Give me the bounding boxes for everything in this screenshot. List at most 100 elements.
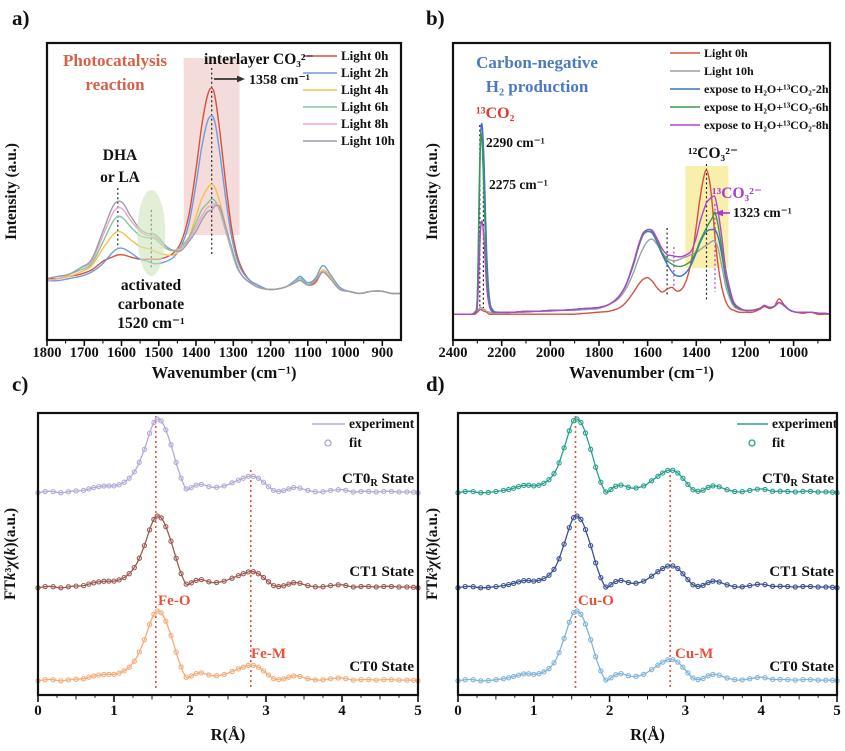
legend-label: fit (772, 435, 785, 450)
x-tick-label: 1600 (107, 345, 136, 361)
trace-CT1 State (455, 513, 840, 591)
legend-swatch (324, 439, 332, 447)
bond-label: Fe-M (251, 646, 286, 662)
panel-c-chart: CT0R State CT1 State CT0 State Fe-O Fe-M expe… (2, 411, 422, 744)
state-label: CT1 State (349, 564, 414, 580)
x-tick-label: 1600 (633, 345, 662, 361)
x-tick-label: 1000 (779, 345, 808, 361)
panel-d-label: d) (426, 372, 445, 396)
annotation-2290: 2290 cm⁻¹ (486, 135, 545, 150)
annotation-interlayer: interlayer CO₃²⁻ (204, 51, 314, 68)
x-tick-label: 5 (833, 703, 841, 719)
y-axis-label: Intensity (a.u.) (3, 143, 20, 240)
x-tick-label: 4 (757, 703, 765, 719)
x-tick-label: 1200 (256, 345, 285, 361)
x-axis-label: Wavenumber (cm⁻¹) (152, 363, 297, 382)
panel-d-chart: CT0R State CT1 State CT0 State Cu-O Cu-M expe… (424, 411, 841, 744)
y-axis-label: FTk³χ(k)(a.u.) (2, 508, 19, 600)
legend-label: Light 8h (341, 116, 389, 131)
x-tick-label: 0 (454, 703, 462, 719)
annotation-13co2: ¹³CO₂ (476, 105, 515, 122)
series-Light 10h (453, 238, 831, 316)
legend-label: Light 4h (341, 82, 389, 97)
x-tick-label: 1500 (144, 345, 173, 361)
panel-b: Carbon-negative H₂ production Light 0h Ligh… (422, 0, 845, 390)
panel-title: reaction (85, 75, 145, 94)
legend-label: Light 0h (704, 46, 748, 60)
x-axis-label: R(Å) (211, 725, 246, 744)
series-expose to H₂O+¹³CO₂-6h (453, 132, 831, 316)
x-axis-label: Wavenumber (cm⁻¹) (569, 363, 714, 382)
x-tick-label: 4 (338, 703, 346, 719)
spectra-series (453, 122, 831, 316)
series-expose to H₂O+¹³CO₂-8h (453, 195, 831, 315)
legend-label: Light 10h (704, 64, 754, 78)
bond-label: Fe-O (158, 593, 190, 609)
x-tick-label: 2200 (487, 345, 516, 361)
annotation-activated: 1520 cm⁻¹ (117, 315, 185, 332)
panel-a: Photocatalysis reaction Light 0h Light 2h Li… (0, 0, 422, 390)
ellipse-highlight (137, 190, 166, 276)
panel-a-label: a) (12, 6, 30, 30)
state-label: CT1 State (769, 564, 834, 580)
x-tick-label: 1400 (182, 345, 211, 361)
x-tick-label: 1300 (219, 345, 248, 361)
legend-label: Light 6h (341, 99, 389, 114)
x-tick-label: 3 (682, 703, 690, 719)
annotation-activated: activated (121, 277, 182, 294)
arrow-right-icon (237, 75, 245, 83)
x-axis-label: R(Å) (630, 725, 665, 744)
spectra-series (46, 87, 402, 295)
panel-b-chart: Carbon-negative H₂ production Light 0h Ligh… (424, 41, 832, 382)
legend-label: expose to H₂O+¹³CO₂-8h (704, 118, 829, 132)
panel-a-chart: Photocatalysis reaction Light 0h Light 2h Li… (3, 41, 403, 382)
series-Light 2h (46, 115, 402, 295)
y-axis-label: Intensity (a.u.) (424, 143, 441, 240)
legend-label: Light 2h (341, 65, 389, 80)
x-tick-label: 900 (371, 345, 393, 361)
x-tick-label: 1 (110, 703, 118, 719)
annotation-1358: 1358 cm⁻¹ (249, 73, 310, 88)
series-Light 4h (46, 183, 402, 295)
panel-title: Photocatalysis (63, 51, 167, 70)
annotation-dha: DHA (103, 147, 138, 164)
trace-CT0 State (35, 608, 421, 684)
x-tick-label: 5 (414, 703, 422, 719)
x-tick-label: 1800 (584, 345, 613, 361)
legend-swatch (748, 439, 756, 447)
x-tick-label: 0 (34, 703, 42, 719)
y-axis-label: FTk³χ(k)(a.u.) (424, 508, 441, 600)
bond-label: Cu-O (578, 593, 614, 609)
x-tick-label: 1 (530, 703, 538, 719)
x-tick-label: 1400 (682, 345, 711, 361)
annotation-1323: 1323 cm⁻¹ (733, 205, 792, 220)
trace-CT0_R State (35, 416, 421, 496)
arrow-left-icon (715, 209, 723, 217)
x-tick-label: 1100 (294, 345, 322, 361)
annotation-activated: carbonate (118, 296, 184, 313)
x-tick-label: 2 (606, 703, 614, 719)
state-label: CT0R State (762, 471, 834, 489)
legend-label: experiment (772, 416, 838, 431)
legend-label: Light 0h (341, 48, 389, 63)
trace-CT1 State (35, 513, 421, 591)
legend-label: experiment (349, 416, 415, 431)
trace-CT0_R State (455, 416, 840, 496)
panel-title: H₂ production (486, 77, 589, 96)
state-label: CT0 State (349, 659, 414, 675)
annotation-13co3: ¹³CO₃²⁻ (712, 185, 762, 202)
x-tick-label: 1000 (331, 345, 360, 361)
legend-label: fit (349, 435, 362, 450)
x-tick-label: 2000 (536, 345, 565, 361)
panel-c-label: c) (12, 372, 29, 396)
panel-d: CT0R State CT1 State CT0 State Cu-O Cu-M expe… (422, 390, 845, 751)
x-tick-label: 2 (186, 703, 194, 719)
series-Light 0h (453, 169, 831, 316)
state-label: CT0R State (342, 471, 414, 489)
x-tick-label: 1200 (730, 345, 759, 361)
panel-c: CT0R State CT1 State CT0 State Fe-O Fe-M expe… (0, 390, 422, 751)
bond-label: Cu-M (675, 646, 713, 662)
annotation-12co3: ¹²CO₃²⁻ (688, 145, 738, 162)
annotation-2275: 2275 cm⁻¹ (489, 177, 548, 192)
